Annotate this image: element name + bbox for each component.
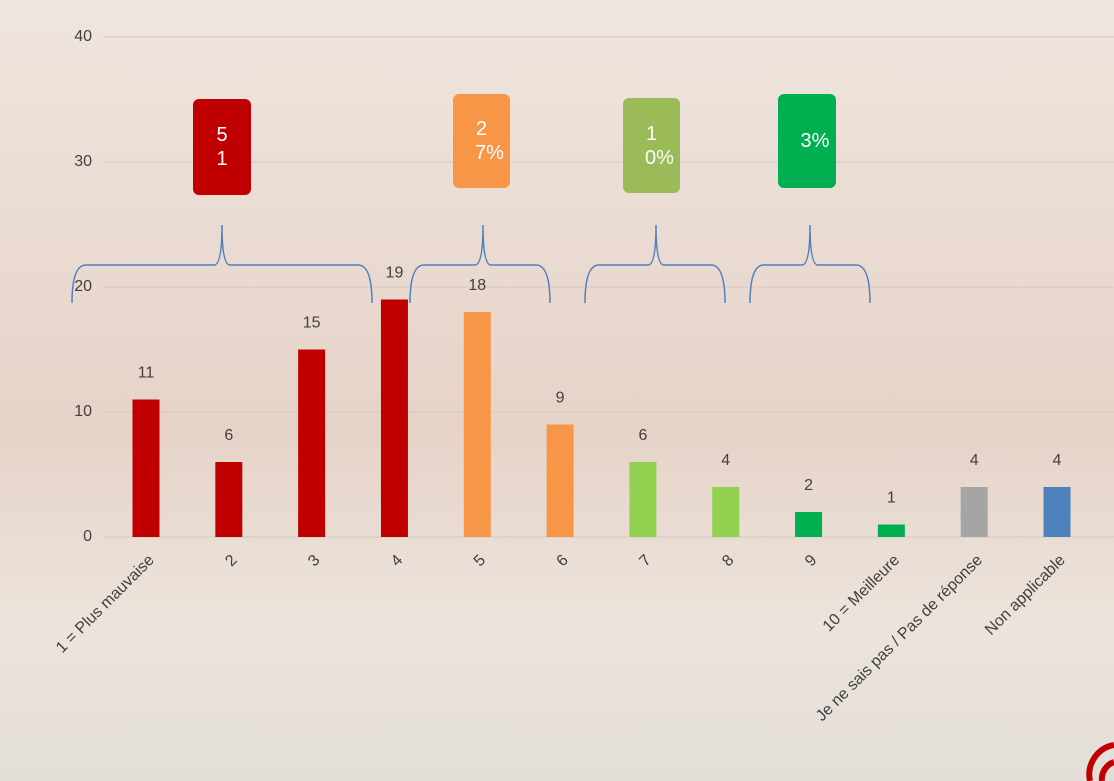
y-tick-label: 10	[74, 403, 92, 420]
bar	[877, 524, 905, 537]
bar	[546, 424, 574, 537]
value-label: 4	[1053, 452, 1062, 469]
bar	[132, 399, 160, 537]
y-tick-label: 0	[83, 528, 92, 545]
y-tick-label: 20	[74, 278, 92, 295]
group-brace	[71, 224, 373, 304]
x-tick-label: Je ne sais pas / Pas de réponse	[813, 552, 986, 725]
bar	[629, 462, 657, 537]
x-tick-label: 8	[719, 552, 737, 570]
value-label: 19	[386, 265, 404, 282]
y-tick-label: 30	[74, 153, 92, 170]
bar	[380, 299, 408, 537]
x-tick-label: 4	[388, 552, 406, 570]
bar	[795, 512, 823, 537]
value-label: 11	[138, 365, 155, 382]
group-share-text: 51	[216, 124, 228, 170]
group-brace	[409, 224, 551, 304]
bar	[712, 487, 740, 537]
bar	[463, 312, 491, 537]
group-share-text: 10%	[645, 122, 674, 169]
group-share: 3%	[778, 94, 836, 188]
value-label: 15	[303, 315, 321, 332]
bar	[1043, 487, 1071, 537]
value-label: 4	[721, 452, 730, 469]
logo	[1086, 742, 1114, 781]
x-tick-label: 5	[471, 552, 489, 570]
value-label: 4	[970, 452, 979, 469]
x-tick-label: 7	[636, 552, 654, 570]
bar	[960, 487, 988, 537]
value-label: 18	[468, 277, 486, 294]
value-label: 6	[638, 427, 647, 444]
x-tick-label: 3	[305, 552, 323, 570]
bar	[215, 462, 243, 537]
value-label: 1	[887, 490, 896, 507]
group-brace	[749, 224, 871, 304]
group-share: 27%	[453, 94, 510, 188]
x-tick-label: Non applicable	[982, 552, 1069, 639]
value-label: 2	[804, 477, 813, 494]
bar	[298, 349, 326, 537]
x-tick-label: 6	[554, 552, 572, 570]
x-tick-label: 9	[802, 552, 820, 570]
y-tick-label: 40	[74, 28, 92, 45]
x-tick-label: 2	[222, 552, 240, 570]
group-share-text: 3%	[800, 130, 830, 152]
x-tick-label: 1 = Plus mauvaise	[53, 552, 158, 657]
group-share: 10%	[623, 98, 680, 193]
group-share: 51	[193, 99, 251, 195]
group-brace	[584, 224, 726, 304]
group-share-text: 27%	[475, 118, 504, 164]
x-tick-label: 10 = Meilleure	[820, 552, 903, 635]
value-label: 6	[224, 427, 233, 444]
value-label: 9	[556, 390, 565, 407]
